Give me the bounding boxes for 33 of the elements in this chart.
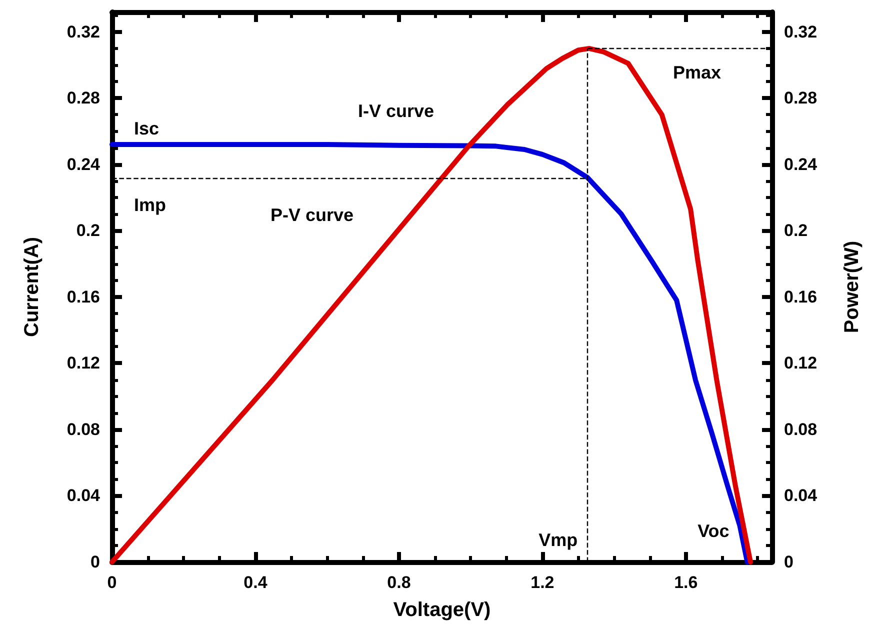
y2-tick-label: 0.16 [784, 287, 818, 306]
ref-line-label: Pmax [672, 62, 722, 82]
y2-tick-label: 0.12 [784, 354, 818, 373]
ref-line-label: Imp [134, 195, 166, 216]
x-tick-label: 0.4 [244, 573, 268, 592]
y-tick-label: 0.08 [66, 420, 100, 439]
y2-tick-label: 0.28 [784, 88, 818, 108]
y-tick-label: 0.28 [66, 88, 100, 108]
y2-tick-label: 0.04 [784, 486, 818, 506]
y-axis-title: Current(A) [21, 237, 43, 337]
annotation: Isc [134, 118, 160, 139]
y2-tick-label: 0.2 [784, 221, 808, 240]
y-tick-label: 0.24 [66, 154, 101, 174]
y2-tick-label: 0 [784, 552, 794, 572]
y2-tick-label: 0.24 [784, 154, 818, 174]
y2-tick-label: 0.08 [784, 420, 818, 439]
annotation: Voc [698, 521, 730, 541]
annotation: I-V curve [358, 101, 434, 121]
y-tick-label: 0.32 [66, 22, 100, 42]
x-tick-label: 1.2 [530, 573, 554, 592]
y2-tick-label: 0.32 [784, 22, 818, 42]
x-tick-label: 0 [107, 573, 117, 592]
x-tick-label: 0.8 [387, 573, 411, 592]
y-tick-label: 0.16 [66, 287, 100, 306]
y-tick-label: 0.2 [76, 221, 100, 240]
y-tick-label: 0.04 [66, 486, 101, 506]
y-tick-label: 0 [90, 552, 100, 572]
ref-line-label: Vmp [538, 530, 578, 550]
y2-axis-title: Power(W) [841, 240, 863, 334]
x-axis-title: Voltage(V) [393, 599, 491, 621]
y-tick-label: 0.12 [66, 354, 100, 373]
x-tick-label: 1.6 [674, 573, 698, 592]
annotation: P-V curve [270, 205, 354, 225]
